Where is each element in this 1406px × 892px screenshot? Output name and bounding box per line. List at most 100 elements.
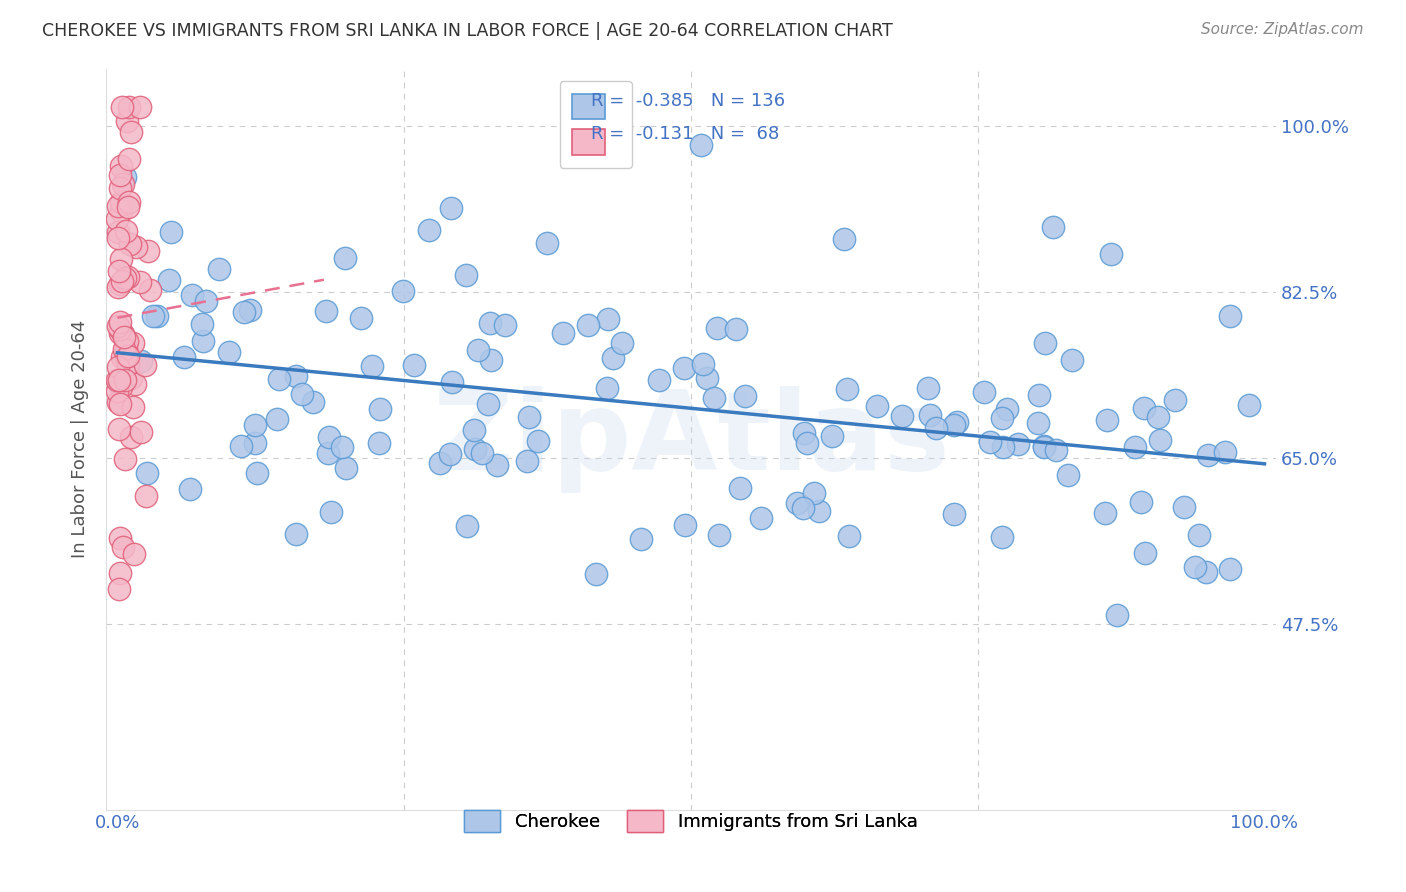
Point — [441, 375, 464, 389]
Point — [725, 322, 748, 336]
Point — [368, 401, 391, 416]
Point — [115, 341, 138, 355]
Point — [924, 421, 946, 435]
Point — [122, 548, 145, 562]
Point — [367, 436, 389, 450]
Point — [456, 518, 478, 533]
Point — [728, 481, 751, 495]
Point — [1026, 416, 1049, 430]
Point — [696, 370, 718, 384]
Point — [734, 389, 756, 403]
Point — [1094, 506, 1116, 520]
Point — [1062, 353, 1084, 368]
Point — [1149, 433, 1171, 447]
Point — [1135, 546, 1157, 560]
Point — [120, 371, 142, 385]
Point — [1057, 468, 1080, 483]
Point — [108, 397, 131, 411]
Point — [114, 452, 136, 467]
Point — [246, 466, 269, 480]
Point — [990, 411, 1012, 425]
Point — [110, 194, 132, 209]
Point — [630, 532, 652, 546]
Point — [602, 351, 624, 366]
Point — [315, 304, 337, 318]
Point — [479, 316, 502, 330]
Point — [672, 360, 695, 375]
Point — [1188, 527, 1211, 541]
Point — [477, 396, 499, 410]
Point — [1045, 442, 1067, 457]
Point — [943, 418, 966, 433]
Point — [108, 168, 131, 182]
Point — [1032, 440, 1054, 454]
Point — [135, 466, 157, 480]
Point — [120, 430, 142, 444]
Point — [110, 380, 132, 394]
Point — [335, 251, 357, 265]
Point — [494, 318, 516, 332]
Point — [418, 223, 440, 237]
Point — [392, 284, 415, 298]
Point — [1184, 560, 1206, 574]
Point — [832, 231, 855, 245]
Point — [1197, 448, 1219, 462]
Point — [350, 311, 373, 326]
Point — [232, 305, 254, 319]
Point — [526, 434, 548, 449]
Point — [110, 252, 132, 266]
Point — [330, 440, 353, 454]
Point — [1007, 437, 1029, 451]
Point — [107, 211, 129, 226]
Point — [110, 566, 132, 581]
Point — [993, 440, 1015, 454]
Point — [837, 382, 859, 396]
Point — [129, 275, 152, 289]
Point — [979, 434, 1001, 449]
Point — [108, 277, 131, 292]
Point — [1133, 401, 1156, 415]
Point — [159, 225, 181, 239]
Point — [866, 399, 889, 413]
Point — [129, 353, 152, 368]
Point — [118, 195, 141, 210]
Point — [208, 262, 231, 277]
Point — [1028, 387, 1050, 401]
Point — [157, 273, 180, 287]
Point — [479, 352, 502, 367]
Point — [917, 381, 939, 395]
Point — [838, 528, 860, 542]
Point — [114, 373, 136, 387]
Point — [553, 326, 575, 341]
Point — [112, 371, 135, 385]
Point — [585, 567, 607, 582]
Point — [117, 358, 139, 372]
Point — [316, 446, 339, 460]
Point — [709, 528, 731, 542]
Point — [918, 408, 941, 422]
Point — [267, 371, 290, 385]
Point — [115, 113, 138, 128]
Point — [576, 318, 599, 332]
Point — [239, 302, 262, 317]
Point — [1042, 219, 1064, 234]
Point — [218, 344, 240, 359]
Point — [107, 231, 129, 245]
Legend: Cherokee, Immigrants from Sri Lanka: Cherokee, Immigrants from Sri Lanka — [456, 801, 927, 841]
Point — [138, 244, 160, 259]
Point — [146, 309, 169, 323]
Point — [429, 456, 451, 470]
Point — [112, 343, 135, 357]
Point — [1213, 445, 1236, 459]
Point — [404, 359, 426, 373]
Text: ZipAtlas: ZipAtlas — [433, 385, 949, 492]
Point — [121, 400, 143, 414]
Point — [464, 442, 486, 457]
Point — [194, 294, 217, 309]
Point — [1130, 495, 1153, 509]
Text: Source: ZipAtlas.com: Source: ZipAtlas.com — [1201, 22, 1364, 37]
Text: CHEROKEE VS IMMIGRANTS FROM SRI LANKA IN LABOR FORCE | AGE 20-64 CORRELATION CHA: CHEROKEE VS IMMIGRANTS FROM SRI LANKA IN… — [42, 22, 893, 40]
Point — [191, 334, 214, 348]
Point — [120, 125, 142, 139]
Point — [946, 415, 969, 429]
